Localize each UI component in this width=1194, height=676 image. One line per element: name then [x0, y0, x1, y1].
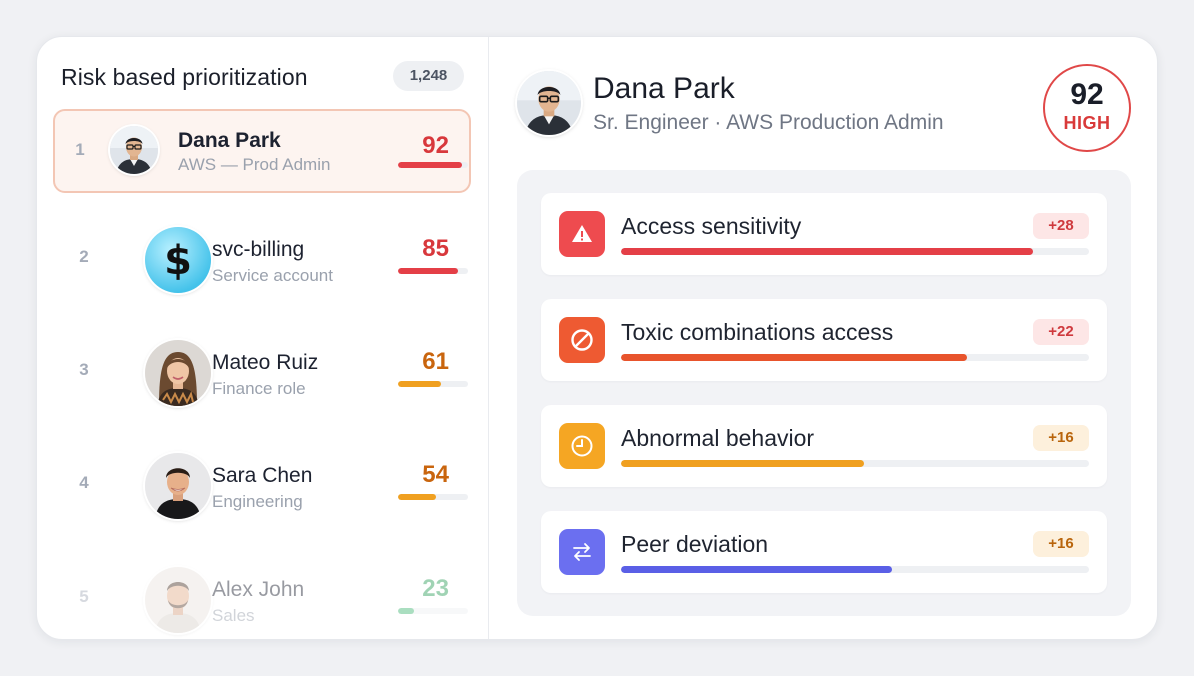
- score-bar: [398, 381, 468, 387]
- factor-bar: [621, 566, 1089, 573]
- item-role: Engineering: [212, 492, 303, 511]
- clock-icon: [559, 423, 605, 469]
- item-score: 85: [422, 235, 449, 262]
- profile-name: Dana Park: [593, 72, 735, 105]
- factor-label: Toxic combinations access: [621, 319, 894, 345]
- warning-icon: [559, 211, 605, 257]
- item-name: Mateo Ruiz: [212, 351, 319, 374]
- profile-subtitle: Sr. Engineer · AWS Production Admin: [593, 111, 944, 134]
- factor-bar: [621, 248, 1089, 255]
- factor-bar-fill: [621, 248, 1033, 255]
- factor-bar: [621, 460, 1089, 467]
- factor-bar-fill: [621, 566, 893, 573]
- item-score: 61: [422, 348, 449, 375]
- count-badge: 1,248: [393, 61, 464, 91]
- list-item[interactable]: 4 Sara Chen Engineering 54: [53, 441, 471, 525]
- item-score: 23: [422, 575, 449, 602]
- avatar: [145, 453, 211, 519]
- factor-label: Peer deviation: [621, 531, 769, 557]
- avatar: [110, 126, 158, 174]
- factor-delta-badge: +16: [1033, 531, 1089, 557]
- factor-abnormal-behavior[interactable]: Abnormal behavior +16: [541, 405, 1107, 487]
- item-role: Sales: [212, 606, 255, 625]
- factor-delta-badge: +16: [1033, 425, 1089, 451]
- rank-number: 4: [79, 473, 89, 492]
- rank-number: 5: [79, 587, 89, 606]
- risk-card: Risk based prioritization 1,248 1: [36, 36, 1158, 640]
- score-bar-fill: [398, 381, 441, 387]
- factor-delta-badge: +22: [1033, 319, 1089, 345]
- list-item-selected[interactable]: 1 Dana Park AWS — Prod Admin 92: [53, 109, 471, 193]
- item-score: 92: [422, 132, 449, 159]
- score-bar: [398, 162, 468, 168]
- rank-number: 3: [79, 360, 89, 379]
- item-role: Service account: [212, 266, 333, 285]
- factor-bar-fill: [621, 460, 865, 467]
- list-item[interactable]: 3 Mateo Ruiz Finance role 61: [53, 328, 471, 412]
- svg-text:$: $: [164, 238, 192, 284]
- list-item[interactable]: 5 Alex John Sales 23: [53, 555, 471, 639]
- item-role: AWS — Prod Admin: [178, 155, 331, 174]
- rank-number: 2: [79, 247, 89, 266]
- profile-avatar: [517, 71, 581, 135]
- detail-panel: Dana Park Sr. Engineer · AWS Production …: [489, 37, 1157, 639]
- rank-number: 1: [75, 140, 85, 159]
- blocked-icon: [559, 317, 605, 363]
- risk-score-value: 92: [1070, 78, 1104, 111]
- item-score: 54: [422, 461, 449, 488]
- factor-bar-fill: [621, 354, 968, 361]
- list-title: Risk based prioritization: [61, 64, 308, 90]
- score-bar-fill: [398, 162, 463, 168]
- swap-arrows-icon: [559, 529, 605, 575]
- risk-list-panel: Risk based prioritization 1,248 1: [37, 37, 489, 639]
- score-bar: [398, 268, 468, 274]
- item-name: Dana Park: [178, 129, 281, 152]
- item-name: Alex John: [212, 578, 305, 601]
- score-bar: [398, 608, 468, 614]
- score-bar: [398, 494, 468, 500]
- list-item[interactable]: 2 $ svc-billing Service account 85: [53, 215, 471, 299]
- risk-score-badge: 92 HIGH: [1043, 64, 1131, 152]
- item-name: Sara Chen: [212, 464, 313, 487]
- avatar: [145, 340, 211, 406]
- factor-peer-deviation[interactable]: Peer deviation +16: [541, 511, 1107, 593]
- risk-level-label: HIGH: [1063, 113, 1111, 133]
- score-bar-fill: [398, 608, 415, 614]
- factor-delta-badge: +28: [1033, 213, 1089, 239]
- factor-toxic-combinations[interactable]: Toxic combinations access +22: [541, 299, 1107, 381]
- factor-label: Access sensitivity: [621, 213, 802, 239]
- factor-access-sensitivity[interactable]: Access sensitivity +28: [541, 193, 1107, 275]
- avatar: [145, 567, 211, 633]
- score-bar-fill: [398, 268, 458, 274]
- risk-factors-panel: Access sensitivity +28 Toxic combination…: [517, 170, 1131, 616]
- score-bar-fill: [398, 494, 436, 500]
- factor-bar: [621, 354, 1089, 361]
- dollar-icon: $: [145, 227, 211, 293]
- factor-label: Abnormal behavior: [621, 425, 815, 451]
- item-role: Finance role: [212, 379, 306, 398]
- item-name: svc-billing: [212, 238, 305, 261]
